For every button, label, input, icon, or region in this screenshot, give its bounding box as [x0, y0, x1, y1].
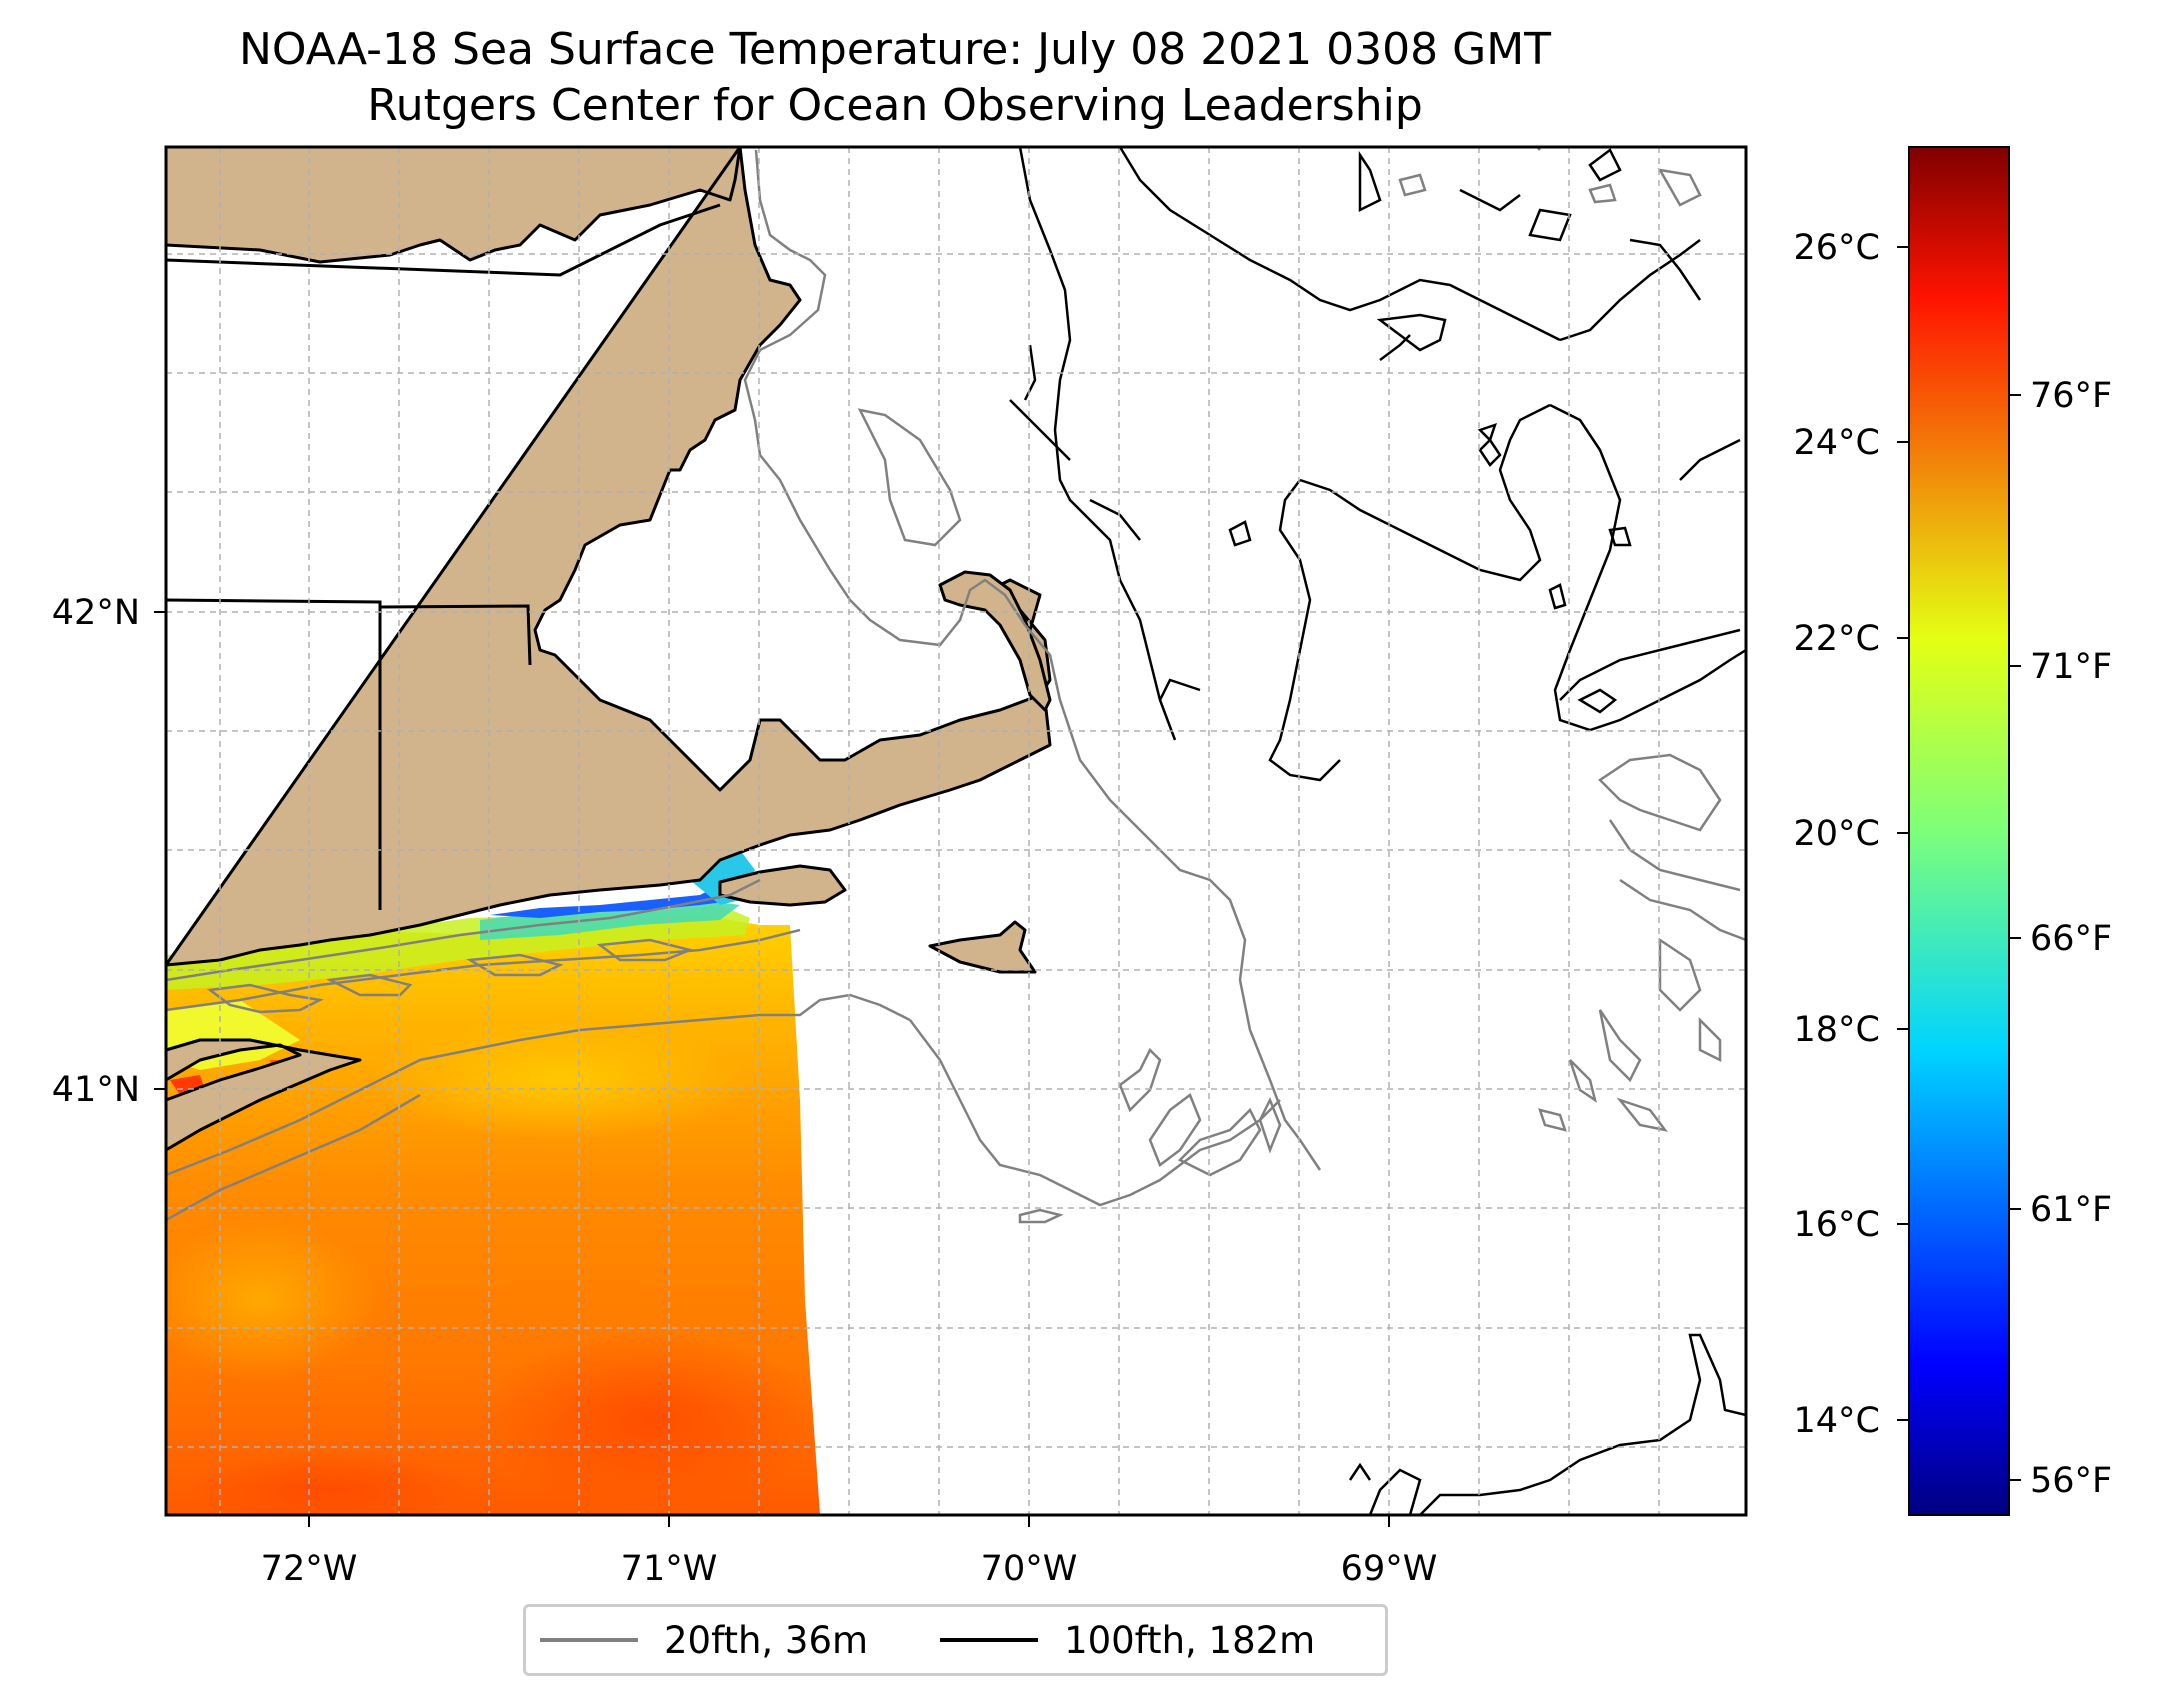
celsius-label: 14°C — [1794, 1401, 1880, 1441]
mainland — [166, 147, 1052, 967]
long-island — [166, 1038, 362, 1152]
x-tick-70w: 70°W — [981, 1549, 1078, 1589]
title-line-1: NOAA-18 Sea Surface Temperature: July 08… — [238, 24, 1552, 75]
celsius-label: 22°C — [1794, 619, 1880, 659]
axis-ticks — [154, 611, 1390, 1527]
y-tick-42n: 42°N — [52, 593, 140, 633]
legend-swatch-black-line — [940, 1638, 1039, 1642]
graticule — [166, 147, 1746, 1515]
fahrenheit-label: 66°F — [2030, 919, 2112, 959]
fahrenheit-labels: 76°F 71°F 66°F 61°F 56°F — [2030, 376, 2112, 1501]
legend-swatch-grey-line — [540, 1638, 638, 1642]
colorbar-gradient — [1908, 146, 2010, 1516]
celsius-labels: 26°C 24°C 22°C 20°C 18°C 16°C 14°C — [1794, 228, 1880, 1441]
celsius-label: 26°C — [1794, 228, 1880, 268]
legend-label-20fth: 20fth, 36m — [664, 1618, 869, 1662]
land-masses — [166, 147, 1052, 1152]
fahrenheit-label: 76°F — [2030, 376, 2112, 416]
y-axis-labels: 42°N 41°N — [52, 593, 140, 1110]
celsius-label: 18°C — [1794, 1010, 1880, 1050]
map-frame — [164, 145, 1748, 1517]
x-axis-labels: 72°W 71°W 70°W 69°W — [261, 1549, 1438, 1589]
nantucket — [928, 920, 1037, 974]
legend: 20fth, 36m 100fth, 182m — [523, 1604, 1388, 1676]
isobath-20fth — [166, 147, 1746, 1224]
fahrenheit-ticks — [2009, 394, 2021, 1481]
y-tick-41n: 41°N — [52, 1070, 140, 1110]
legend-entry-20fth: 20fth, 36m — [526, 1619, 868, 1662]
fahrenheit-label: 61°F — [2030, 1190, 2112, 1230]
fahrenheit-label: 56°F — [2030, 1461, 2112, 1501]
chart-title: NOAA-18 Sea Surface Temperature: July 08… — [0, 22, 1790, 134]
celsius-label: 24°C — [1794, 423, 1880, 463]
celsius-label: 20°C — [1794, 814, 1880, 854]
celsius-label: 16°C — [1794, 1205, 1880, 1245]
fahrenheit-label: 71°F — [2030, 647, 2112, 687]
legend-entry-100fth: 100fth, 182m — [926, 1619, 1315, 1662]
x-tick-71w: 71°W — [621, 1549, 718, 1589]
colorbar: 26°C 24°C 22°C 20°C 18°C 16°C 14°C 76°F … — [1794, 146, 2112, 1516]
isobath-100fth — [1009, 147, 1746, 1515]
state-borders — [166, 203, 721, 910]
marthas-vineyard — [718, 864, 847, 907]
celsius-ticks — [1897, 246, 1909, 1421]
x-tick-69w: 69°W — [1341, 1549, 1438, 1589]
title-line-2: Rutgers Center for Ocean Observing Leade… — [367, 80, 1423, 131]
x-tick-72w: 72°W — [261, 1549, 358, 1589]
legend-label-100fth: 100fth, 182m — [1064, 1618, 1316, 1662]
